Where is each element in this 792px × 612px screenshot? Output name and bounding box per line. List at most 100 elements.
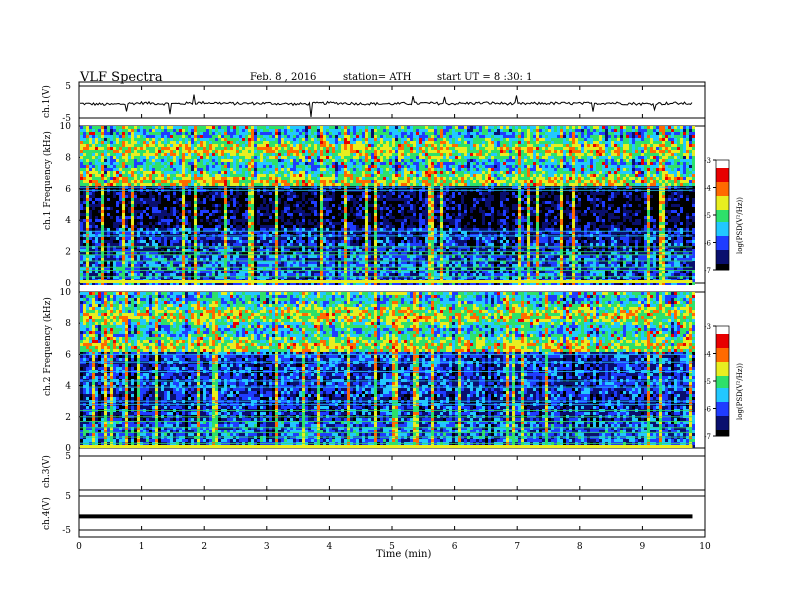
spectrogram-cell bbox=[107, 243, 110, 246]
spectrogram-cell bbox=[218, 207, 221, 210]
spectrogram-cell bbox=[152, 126, 155, 129]
spectrogram-cell bbox=[89, 258, 92, 261]
spectrogram-cell bbox=[182, 135, 185, 138]
spectrogram-cell bbox=[323, 219, 326, 222]
spectrogram-cell bbox=[344, 237, 347, 240]
spectrogram-cell bbox=[215, 156, 218, 159]
spectrogram-cell bbox=[329, 132, 332, 135]
spectrogram-cell bbox=[209, 246, 212, 249]
spectrogram-cell bbox=[179, 174, 182, 177]
spectrogram-cell bbox=[203, 177, 206, 180]
spectrogram-cell bbox=[305, 204, 308, 207]
spectrogram-cell bbox=[344, 282, 347, 285]
spectrogram-cell bbox=[287, 162, 290, 165]
spectrogram-cell bbox=[251, 261, 254, 264]
spectrogram-cell bbox=[326, 252, 329, 255]
spectrogram-cell bbox=[248, 141, 251, 144]
spectrogram-cell bbox=[104, 177, 107, 180]
spectrogram-cell bbox=[143, 126, 146, 129]
spectrogram-cell bbox=[350, 159, 353, 162]
spectrogram-cell bbox=[137, 180, 140, 183]
spectrogram-cell bbox=[227, 162, 230, 165]
spectrogram-cell bbox=[155, 195, 158, 198]
spectrogram-cell bbox=[149, 150, 152, 153]
spectrogram-cell bbox=[269, 177, 272, 180]
spectrogram-cell bbox=[149, 261, 152, 264]
spectrogram-cell bbox=[95, 258, 98, 261]
spectrogram-cell bbox=[287, 240, 290, 243]
spectrogram-cell bbox=[224, 240, 227, 243]
spectrogram-cell bbox=[308, 162, 311, 165]
spectrogram-cell bbox=[86, 258, 89, 261]
spectrogram-cell bbox=[269, 276, 272, 279]
spectrogram-cell bbox=[305, 126, 308, 129]
spectrogram-cell bbox=[194, 264, 197, 267]
spectrogram-cell bbox=[287, 156, 290, 159]
spectrogram-cell bbox=[230, 147, 233, 150]
spectrogram-cell bbox=[164, 177, 167, 180]
spectrogram-cell bbox=[272, 219, 275, 222]
spectrogram-cell bbox=[215, 273, 218, 276]
spectrogram-cell bbox=[143, 135, 146, 138]
spectrogram-cell bbox=[200, 174, 203, 177]
spectrogram-cell bbox=[344, 126, 347, 129]
spectrogram-cell bbox=[143, 138, 146, 141]
spectrogram-cell bbox=[260, 243, 263, 246]
spectrogram-cell bbox=[140, 282, 143, 285]
spectrogram-cell bbox=[209, 264, 212, 267]
spectrogram-cell bbox=[80, 216, 83, 219]
spectrogram-cell bbox=[218, 156, 221, 159]
spectrogram-cell bbox=[350, 264, 353, 267]
spectrogram-cell bbox=[236, 198, 239, 201]
spectrogram-cell bbox=[215, 198, 218, 201]
spectrogram-cell bbox=[122, 228, 125, 231]
spectrogram-cell bbox=[182, 156, 185, 159]
spectrogram-cell bbox=[110, 162, 113, 165]
spectrogram-cell bbox=[284, 147, 287, 150]
spectrogram-cell bbox=[314, 219, 317, 222]
spectrogram-cell bbox=[227, 192, 230, 195]
spectrogram-cell bbox=[161, 126, 164, 129]
spectrogram-cell bbox=[248, 168, 251, 171]
spectrogram-cell bbox=[173, 156, 176, 159]
spectrogram-cell bbox=[182, 132, 185, 135]
spectrogram-cell bbox=[233, 150, 236, 153]
spectrogram-cell bbox=[302, 153, 305, 156]
spectrogram-cell bbox=[260, 183, 263, 186]
spectrogram-cell bbox=[143, 216, 146, 219]
spectrogram-cell bbox=[194, 135, 197, 138]
spectrogram-cell bbox=[167, 231, 170, 234]
spectrogram-cell bbox=[170, 183, 173, 186]
spectrogram-cell bbox=[242, 231, 245, 234]
spectrogram-cell bbox=[227, 138, 230, 141]
spectrogram-cell bbox=[137, 153, 140, 156]
spectrogram-cell bbox=[311, 126, 314, 129]
spectrogram-cell bbox=[134, 144, 137, 147]
spectrogram-cell bbox=[344, 153, 347, 156]
spectrogram-cell bbox=[170, 204, 173, 207]
spectrogram-cell bbox=[146, 138, 149, 141]
spectrogram-cell bbox=[155, 243, 158, 246]
spectrogram-cell bbox=[191, 258, 194, 261]
spectrogram-cell bbox=[170, 171, 173, 174]
spectrogram-cell bbox=[203, 282, 206, 285]
spectrogram-cell bbox=[290, 243, 293, 246]
spectrogram-cell bbox=[161, 159, 164, 162]
spectrogram-cell bbox=[278, 252, 281, 255]
spectrogram-cell bbox=[134, 180, 137, 183]
spectrogram-cell bbox=[299, 150, 302, 153]
spectrogram-cell bbox=[275, 165, 278, 168]
spectrogram-cell bbox=[314, 237, 317, 240]
spectrogram-cell bbox=[230, 270, 233, 273]
spectrogram-cell bbox=[305, 258, 308, 261]
spectrogram-cell bbox=[116, 252, 119, 255]
spectrogram-cell bbox=[278, 270, 281, 273]
spectrogram-cell bbox=[212, 204, 215, 207]
spectrogram-cell bbox=[125, 213, 128, 216]
spectrogram-cell bbox=[173, 246, 176, 249]
spectrogram-cell bbox=[125, 156, 128, 159]
spectrogram-cell bbox=[164, 141, 167, 144]
spectrogram-cell bbox=[233, 222, 236, 225]
spectrogram-cell bbox=[311, 210, 314, 213]
spectrogram-cell bbox=[299, 261, 302, 264]
